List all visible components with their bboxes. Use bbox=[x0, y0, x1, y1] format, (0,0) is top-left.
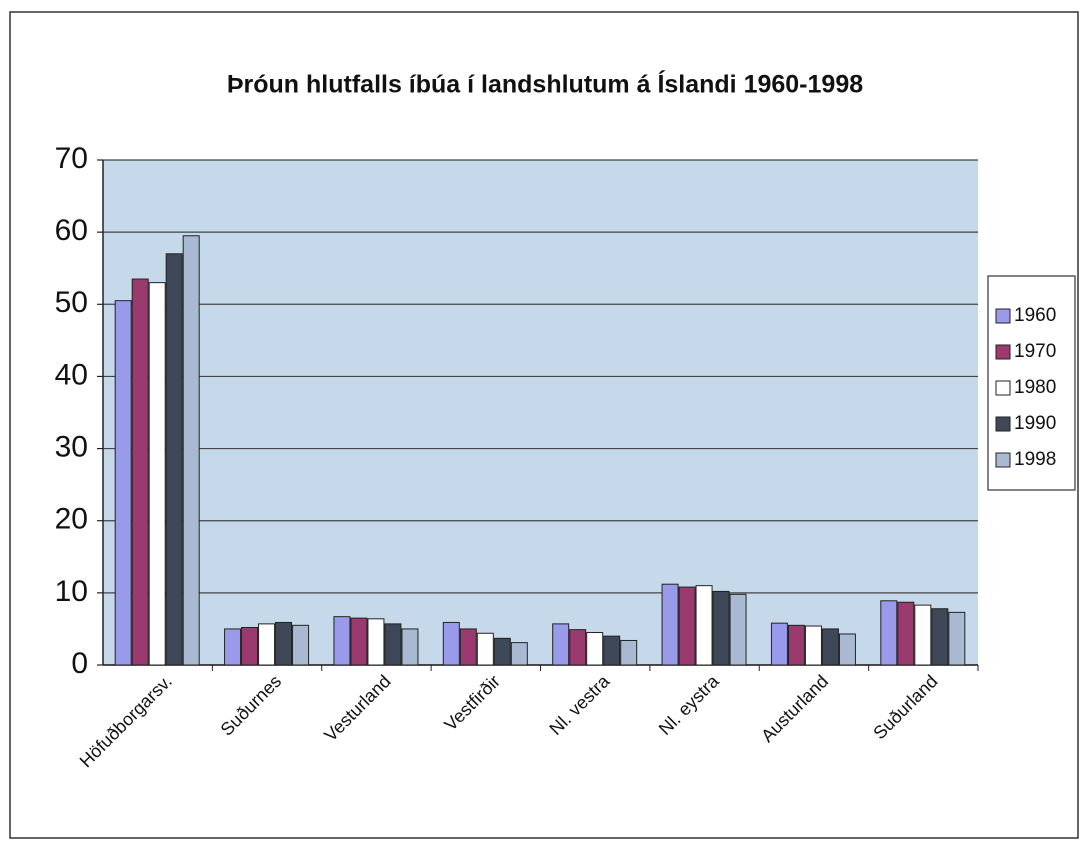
bar bbox=[224, 628, 242, 666]
bar bbox=[510, 642, 528, 666]
bar bbox=[401, 628, 419, 666]
bar bbox=[804, 625, 822, 666]
bar bbox=[620, 639, 638, 666]
bar bbox=[695, 585, 713, 666]
legend-swatch bbox=[995, 380, 1011, 396]
y-tick-label: 50 bbox=[55, 286, 88, 319]
legend-label: 1998 bbox=[1014, 449, 1056, 470]
bar bbox=[333, 616, 351, 666]
bar bbox=[661, 583, 679, 666]
legend-label: 1960 bbox=[1014, 305, 1056, 326]
legend-label: 1980 bbox=[1014, 377, 1056, 398]
bar bbox=[787, 624, 805, 666]
bar bbox=[897, 601, 915, 666]
chart-title: Þróun hlutfalls íbúa í landshlutum á Ísl… bbox=[227, 70, 863, 99]
legend-label: 1970 bbox=[1014, 341, 1056, 362]
legend-swatch bbox=[995, 452, 1011, 468]
y-tick-label: 70 bbox=[55, 142, 88, 175]
y-tick-label: 60 bbox=[55, 214, 88, 247]
bar bbox=[493, 637, 511, 666]
bar bbox=[182, 235, 200, 666]
bar bbox=[384, 623, 402, 666]
plot-area bbox=[103, 160, 978, 665]
bar bbox=[241, 626, 259, 666]
bar bbox=[459, 628, 477, 666]
y-tick-label: 10 bbox=[55, 575, 88, 608]
bar bbox=[569, 629, 587, 666]
bar bbox=[275, 621, 293, 666]
bar bbox=[770, 622, 788, 666]
bar bbox=[131, 278, 149, 666]
bar bbox=[712, 590, 730, 666]
legend-swatch bbox=[995, 416, 1011, 432]
bar bbox=[292, 624, 310, 666]
y-tick-label: 0 bbox=[71, 647, 88, 680]
bar bbox=[114, 300, 132, 666]
bar bbox=[914, 604, 932, 666]
bar bbox=[442, 621, 460, 666]
bar bbox=[258, 623, 276, 666]
bar bbox=[552, 623, 570, 666]
bar bbox=[476, 632, 494, 666]
bar bbox=[678, 586, 696, 666]
bar bbox=[838, 633, 856, 666]
bar bbox=[586, 632, 604, 666]
y-tick-label: 40 bbox=[55, 358, 88, 391]
bar bbox=[880, 600, 898, 666]
legend-swatch bbox=[995, 308, 1011, 324]
y-tick-label: 20 bbox=[55, 503, 88, 536]
bar bbox=[821, 628, 839, 666]
bar bbox=[729, 593, 747, 666]
bar bbox=[148, 282, 166, 666]
bar bbox=[367, 618, 385, 666]
y-tick-label: 30 bbox=[55, 430, 88, 463]
legend-label: 1990 bbox=[1014, 413, 1056, 434]
legend-swatch bbox=[995, 344, 1011, 360]
bar bbox=[948, 611, 966, 666]
bar bbox=[931, 608, 949, 666]
bar bbox=[350, 617, 368, 666]
bar bbox=[165, 253, 183, 666]
bar bbox=[603, 635, 621, 666]
